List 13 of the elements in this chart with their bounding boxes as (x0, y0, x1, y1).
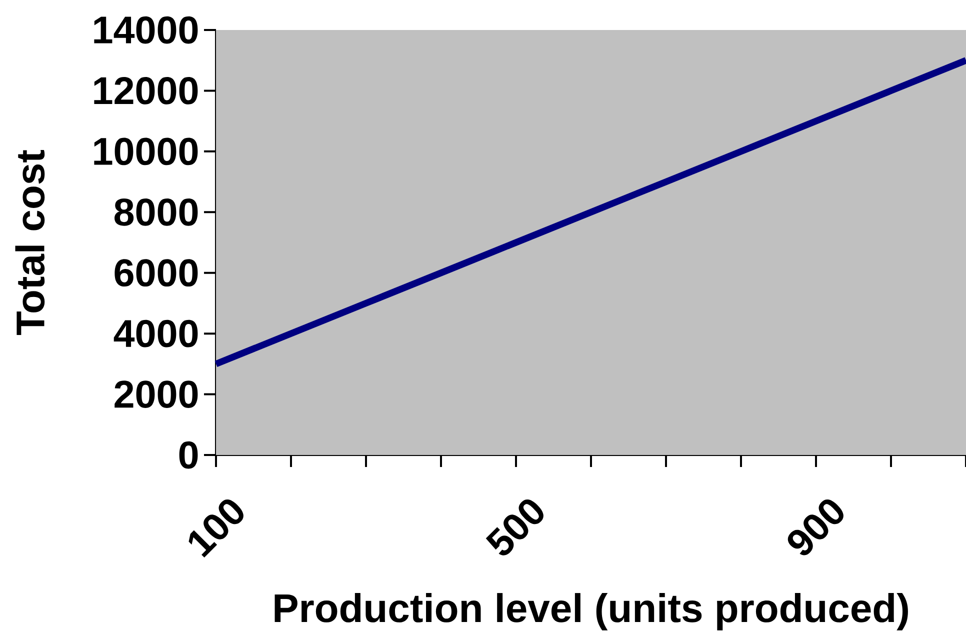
y-tick-label: 0 (179, 441, 198, 469)
x-tick-label: 500 (486, 499, 544, 556)
y-tick-label: 8000 (114, 198, 198, 226)
y-tick-label: 10000 (94, 138, 198, 166)
x-tick-label: 900 (788, 499, 844, 556)
y-tick-label: 6000 (114, 259, 198, 287)
x-axis-title: Production level (units produced) (274, 593, 908, 630)
y-axis-title: Total cost (15, 150, 45, 336)
y-tick-label: 12000 (94, 77, 198, 104)
y-tick-label: 4000 (114, 320, 198, 348)
y-tick-label: 14000 (94, 16, 198, 44)
x-tick-label: 100 (188, 499, 244, 558)
y-tick-label: 2000 (114, 380, 198, 408)
